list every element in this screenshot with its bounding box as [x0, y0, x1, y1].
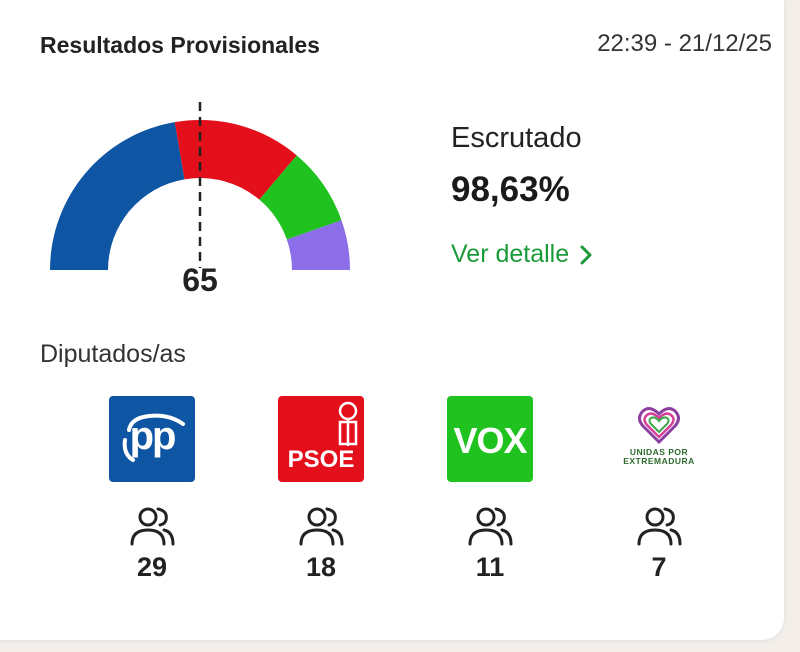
- hemicycle-segment-unidas-por-extremadura: [286, 220, 350, 270]
- scrutiny-label: Escrutado: [451, 122, 582, 154]
- vox-logo: VOX: [447, 396, 533, 482]
- party-pp[interactable]: pp 29: [92, 396, 212, 583]
- hemicycle-chart: [50, 102, 350, 271]
- hemicycle-segment-psoe: [174, 120, 297, 200]
- party-psoe[interactable]: PSOE 18: [261, 396, 381, 583]
- pp-seats: 29: [136, 552, 168, 582]
- psoe-seats: 18: [305, 552, 337, 582]
- unidas-seats: 7: [651, 552, 667, 582]
- results-card: Resultados Provisionales 22:39 - 21/12/2…: [0, 0, 784, 640]
- pp-logo-text: pp: [129, 414, 177, 458]
- hemicycle-segment-vox: [259, 155, 342, 240]
- people-icon: [637, 507, 682, 546]
- view-detail-link[interactable]: Ver detalle: [451, 240, 593, 269]
- people-icon: [299, 507, 344, 546]
- update-timestamp: 22:39 - 21/12/25: [597, 30, 772, 57]
- party-vox[interactable]: VOX 11: [430, 396, 550, 583]
- scrutiny-percentage: 98,63%: [451, 170, 570, 209]
- pp-logo: pp: [109, 396, 195, 482]
- view-detail-label: Ver detalle: [451, 240, 570, 268]
- people-icon: [130, 507, 175, 546]
- seats-section-label: Diputados/as: [40, 340, 186, 368]
- people-icon: [468, 507, 513, 546]
- psoe-logo: PSOE: [278, 396, 364, 482]
- vox-logo-text: VOX: [453, 420, 527, 461]
- vox-seats: 11: [475, 552, 505, 582]
- card-title: Resultados Provisionales: [40, 32, 320, 58]
- chevron-right-icon: [580, 245, 592, 264]
- party-unidas[interactable]: UNIDAS POR EXTREMADURA 7: [599, 396, 719, 583]
- psoe-logo-text: PSOE: [287, 446, 355, 473]
- unidas-logo: UNIDAS POR EXTREMADURA: [616, 396, 702, 482]
- majority-number: 65: [182, 262, 218, 298]
- unidas-logo-text: UNIDAS POR EXTREMADURA: [623, 447, 695, 466]
- hemicycle-segment-pp: [50, 122, 185, 271]
